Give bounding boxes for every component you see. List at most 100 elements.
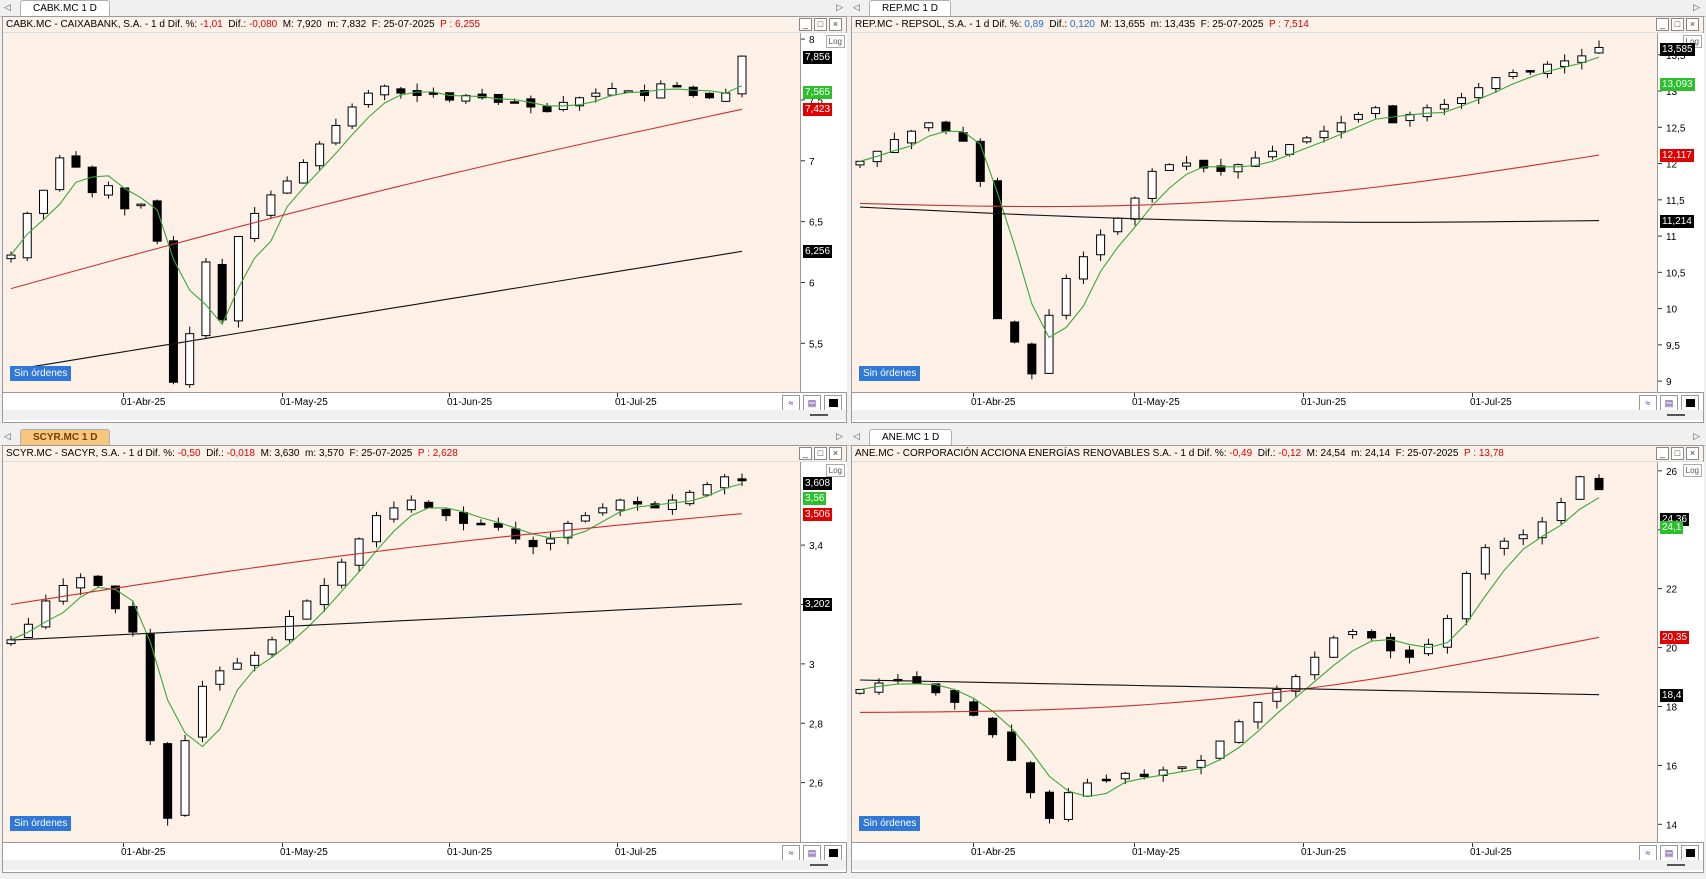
maximize-icon[interactable]: □ xyxy=(814,18,827,31)
wave-tool-icon[interactable]: ≈ xyxy=(1639,395,1657,411)
candle-body xyxy=(267,639,277,655)
minimize-icon[interactable]: _ xyxy=(799,18,812,31)
minimize-icon[interactable]: _ xyxy=(1656,447,1669,460)
chart-tab[interactable]: CABK.MC 1 D xyxy=(20,0,110,16)
candle-body xyxy=(1234,721,1244,743)
quote-header: CABK.MC - CAIXABANK, S.A. - 1 d Dif. %: … xyxy=(3,17,846,33)
header-p: 7,514 xyxy=(1283,19,1309,30)
price-scale[interactable]: Log 9 9,5 10 10,5 11 11,5 12 12,5 13 13,5 13,585 13,… xyxy=(1657,33,1704,392)
price-plot[interactable]: Sin órdenes xyxy=(3,462,800,842)
x-tick-mark xyxy=(123,393,124,397)
ma-fast-line xyxy=(859,56,1600,339)
x-tick-mark xyxy=(282,393,283,397)
candle-body xyxy=(1556,502,1566,522)
header-dif-pct-label: Dif. %: xyxy=(167,19,198,30)
close-icon[interactable]: × xyxy=(829,447,842,460)
resize-handle[interactable] xyxy=(810,414,828,416)
candle-body xyxy=(250,212,260,239)
resize-handle[interactable] xyxy=(1667,864,1685,866)
candle-body xyxy=(76,577,86,589)
close-icon[interactable]: × xyxy=(1686,18,1699,31)
candle-body xyxy=(1525,70,1535,73)
log-scale-toggle[interactable]: Log xyxy=(825,464,845,477)
candle-body xyxy=(1386,636,1396,652)
candle-body xyxy=(406,499,416,511)
tab-scroll-right-icon[interactable]: ▷ xyxy=(1693,431,1700,441)
price-plot[interactable]: Sin órdenes xyxy=(3,33,800,392)
orders-badge[interactable]: Sin órdenes xyxy=(859,816,921,831)
date-axis[interactable]: ≈ ▤ 01-Abr-25 01-May-25 01-Jun-25 01-Jul-25 xyxy=(3,842,846,861)
log-scale-toggle[interactable]: Log xyxy=(825,35,845,48)
candle-body xyxy=(87,166,97,194)
color-swatch-icon[interactable] xyxy=(1681,845,1699,861)
header-min: 24,14 xyxy=(1365,448,1391,459)
x-tick-mark xyxy=(617,843,618,847)
log-scale-toggle[interactable]: Log xyxy=(1682,464,1702,477)
date-axis[interactable]: ≈ ▤ 01-Abr-25 01-May-25 01-Jun-25 01-Jul-25 xyxy=(852,842,1703,861)
orders-badge[interactable]: Sin órdenes xyxy=(10,366,72,381)
candle-body xyxy=(120,187,130,210)
date-axis[interactable]: ≈ ▤ 01-Abr-25 01-May-25 01-Jun-25 01-Jul-25 xyxy=(3,392,846,411)
template-tool-icon[interactable]: ▤ xyxy=(803,395,821,411)
tab-scroll-right-icon[interactable]: ▷ xyxy=(836,431,843,441)
candle-body xyxy=(988,717,998,736)
chart-tab[interactable]: REP.MC 1 D xyxy=(869,0,951,16)
price-chart xyxy=(855,40,1604,380)
candle-body xyxy=(1267,150,1277,158)
price-scale[interactable]: Log 5,5 6 6,5 7 7,5 8 7,856 7,565 7,423 6,256 xyxy=(800,33,847,392)
resize-handle[interactable] xyxy=(1667,414,1685,416)
ma-fast-line xyxy=(10,85,743,326)
resize-handle[interactable] xyxy=(810,864,828,866)
tab-scroll-left-icon[interactable]: ◁ xyxy=(853,431,860,441)
y-tick-label: 13 xyxy=(1666,87,1678,98)
ma-fast-line xyxy=(859,497,1600,798)
color-swatch-icon[interactable] xyxy=(1681,395,1699,411)
tab-scroll-left-icon[interactable]: ◁ xyxy=(4,431,11,441)
color-swatch-icon[interactable] xyxy=(824,395,842,411)
template-tool-icon[interactable]: ▤ xyxy=(1660,845,1678,861)
candle-body xyxy=(1272,688,1282,702)
maximize-icon[interactable]: □ xyxy=(1671,447,1684,460)
date-axis[interactable]: ≈ ▤ 01-Abr-25 01-May-25 01-Jun-25 01-Jul-25 xyxy=(852,392,1703,411)
maximize-icon[interactable]: □ xyxy=(1671,18,1684,31)
price-scale-ticks: 9 9,5 10 10,5 11 11,5 12 12,5 13 13,5 xyxy=(1658,51,1686,388)
tab-scroll-right-icon[interactable]: ▷ xyxy=(1693,2,1700,12)
color-swatch-icon[interactable] xyxy=(824,845,842,861)
orders-badge[interactable]: Sin órdenes xyxy=(859,366,921,381)
candle-body xyxy=(347,106,357,127)
candle-body xyxy=(1182,162,1192,167)
wave-tool-icon[interactable]: ≈ xyxy=(1639,845,1657,861)
template-tool-icon[interactable]: ▤ xyxy=(1660,395,1678,411)
price-tag: 6,256 xyxy=(803,245,833,258)
price-plot[interactable]: Sin órdenes xyxy=(852,33,1657,392)
candle-body xyxy=(1371,107,1381,115)
candle-body xyxy=(23,623,33,639)
orders-badge[interactable]: Sin órdenes xyxy=(10,816,72,831)
candle-body xyxy=(1027,343,1037,375)
minimize-icon[interactable]: _ xyxy=(1656,18,1669,31)
wave-tool-icon[interactable]: ≈ xyxy=(782,395,800,411)
wave-tool-icon[interactable]: ≈ xyxy=(782,845,800,861)
y-tick-label: 12 xyxy=(1666,160,1678,171)
tab-scroll-right-icon[interactable]: ▷ xyxy=(836,2,843,12)
chart-tab[interactable]: SCYR.MC 1 D xyxy=(20,429,111,445)
close-icon[interactable]: × xyxy=(1686,447,1699,460)
tab-scroll-left-icon[interactable]: ◁ xyxy=(853,2,860,12)
candle-body xyxy=(591,92,601,97)
candle-body xyxy=(855,688,865,694)
candle-body xyxy=(1499,540,1509,549)
close-icon[interactable]: × xyxy=(829,18,842,31)
candle-body xyxy=(1575,476,1585,500)
tab-scroll-left-icon[interactable]: ◁ xyxy=(4,2,11,12)
x-tick-label: 01-Jun-25 xyxy=(447,847,493,858)
price-plot[interactable]: Sin órdenes xyxy=(852,462,1657,842)
header-name: CABK.MC - CAIXABANK, S.A. - 1 d xyxy=(6,19,165,30)
minimize-icon[interactable]: _ xyxy=(799,447,812,460)
candle-body xyxy=(907,130,917,144)
chart-tab[interactable]: ANE.MC 1 D xyxy=(869,429,953,445)
header-name: ANE.MC - CORPORACIÓN ACCIONA ENERGÍAS RE… xyxy=(855,448,1195,459)
maximize-icon[interactable]: □ xyxy=(814,447,827,460)
template-tool-icon[interactable]: ▤ xyxy=(803,845,821,861)
